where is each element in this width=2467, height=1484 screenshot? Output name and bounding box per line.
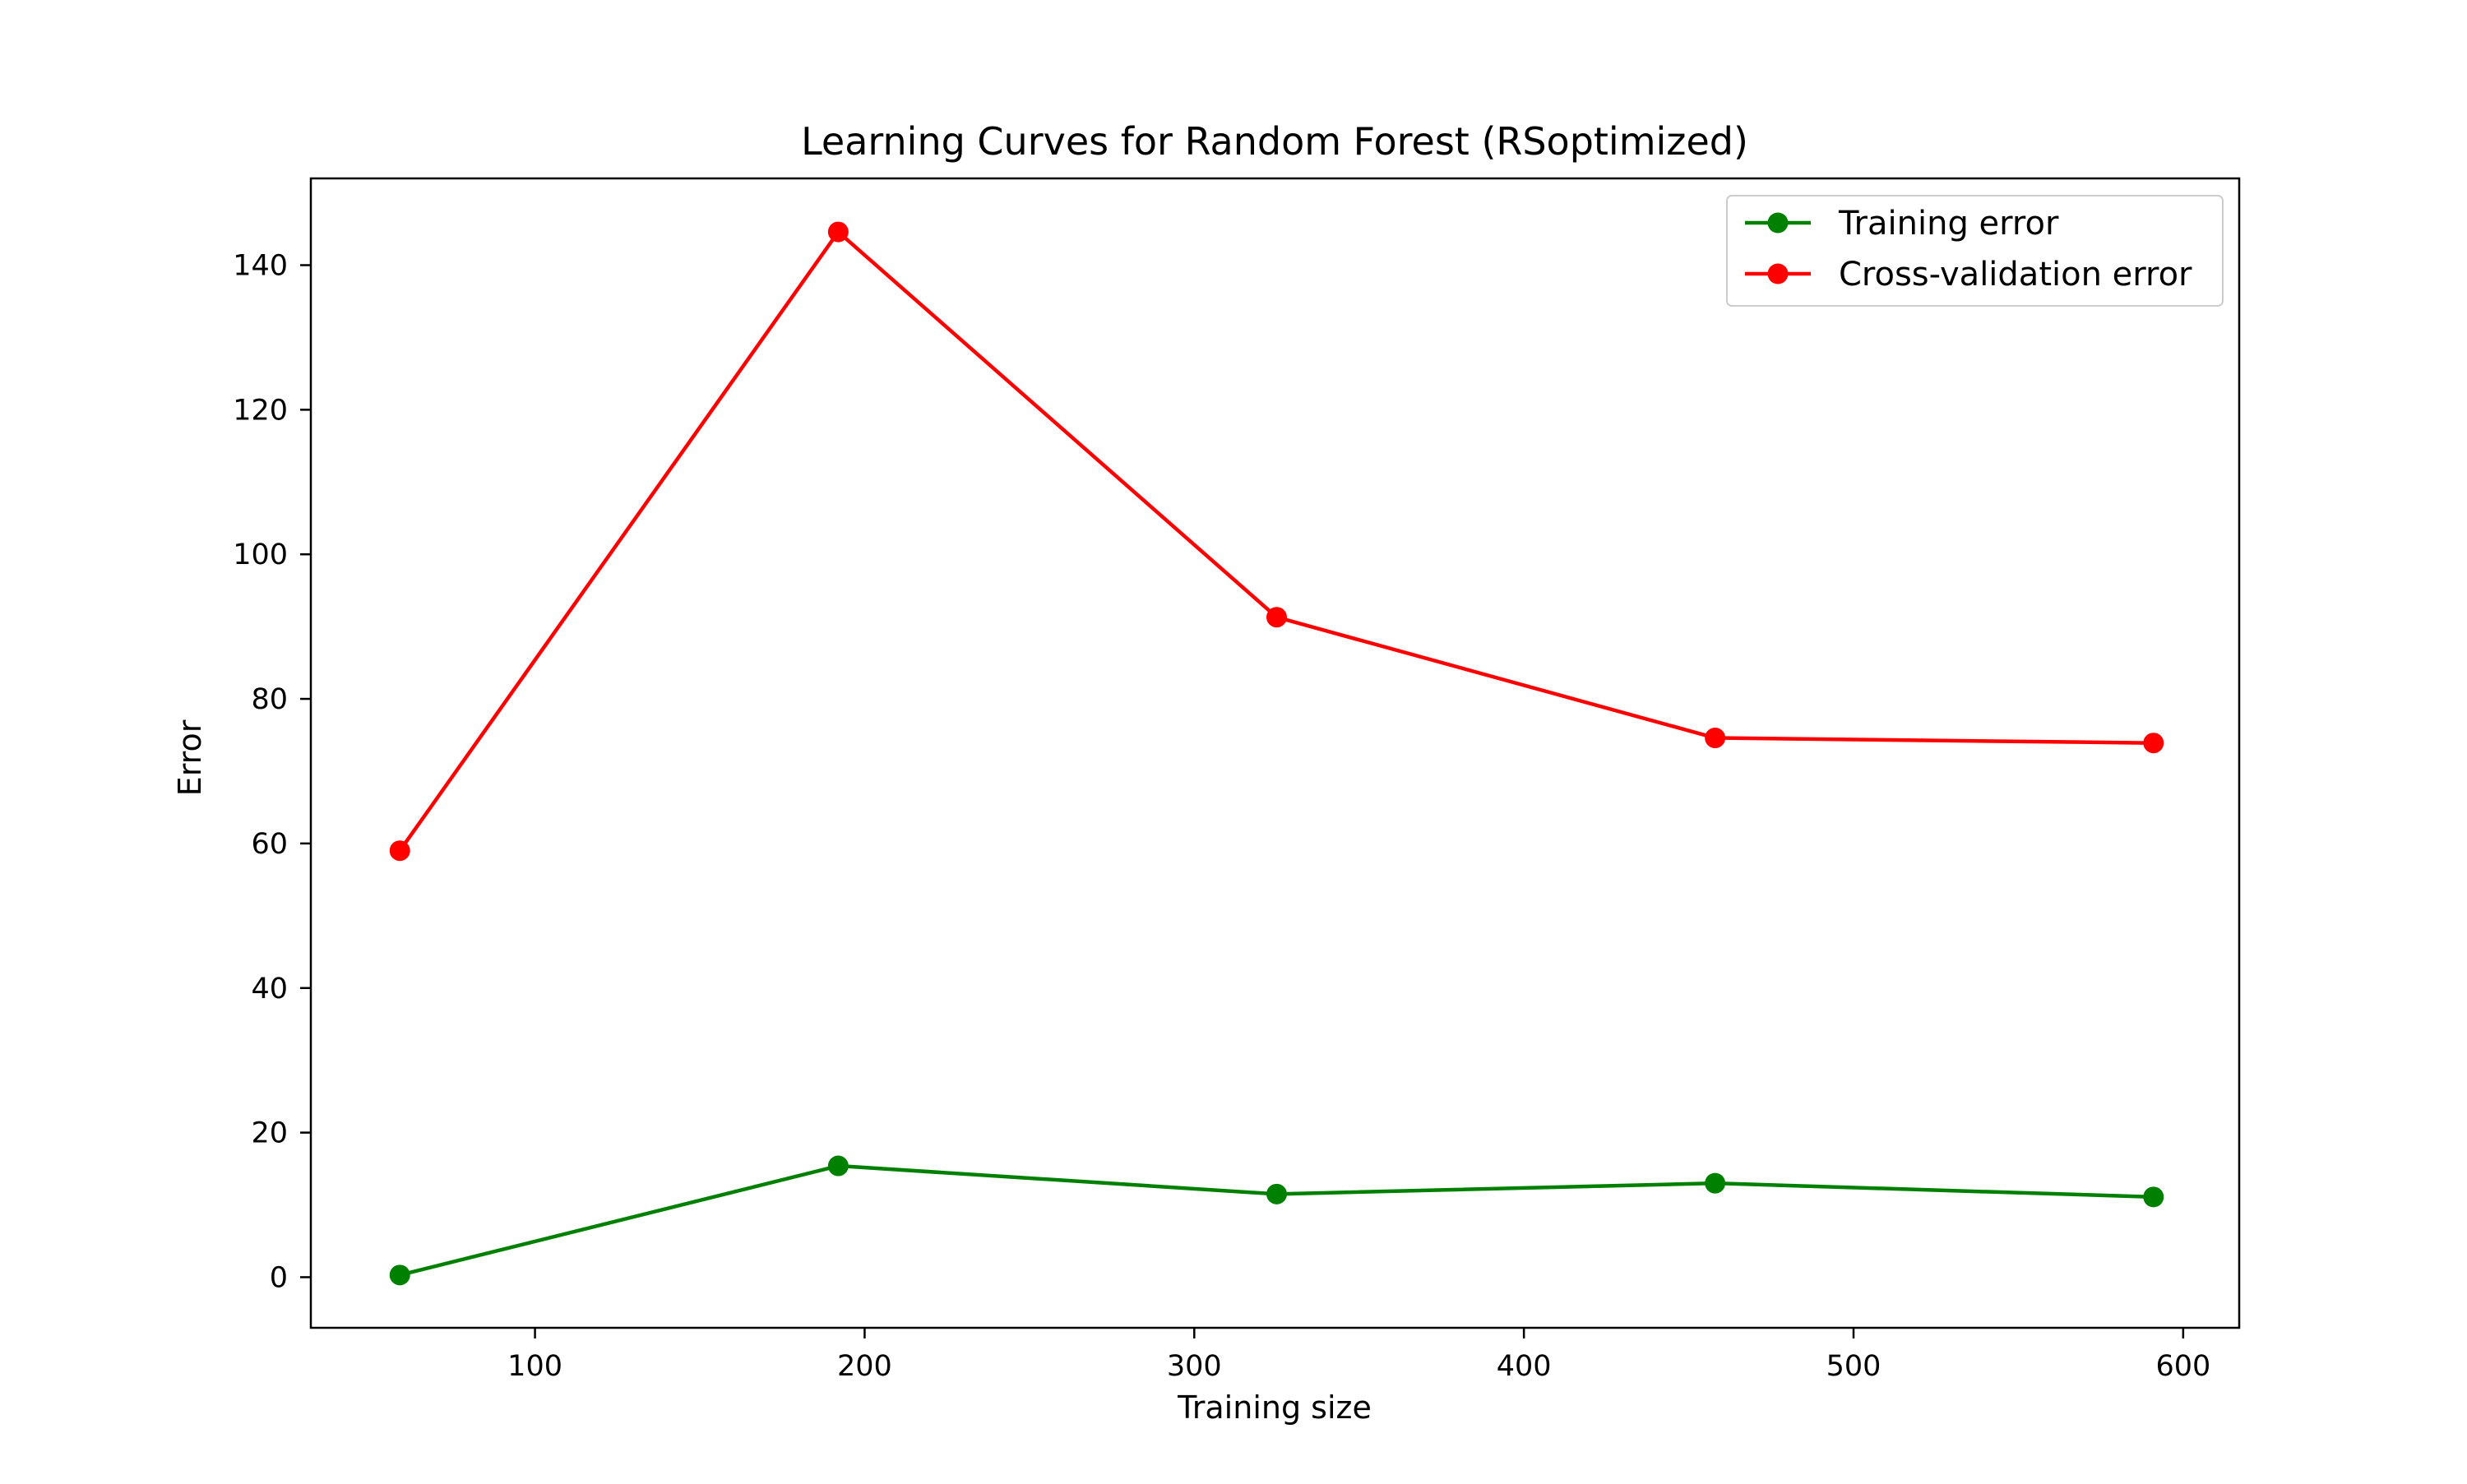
- cross-validation-error-point: [1705, 728, 1726, 749]
- series-layer: [389, 221, 2164, 1286]
- training-error-point: [827, 1155, 849, 1177]
- x-axis-ticks: 100 200 300 400 500 600: [507, 1328, 2210, 1383]
- legend-cross-validation-error-marker: [1767, 263, 1789, 284]
- legend-training-error-label: Training error: [1838, 205, 2059, 243]
- x-tick-label: 400: [1497, 1350, 1552, 1383]
- cross-validation-error-point: [389, 840, 410, 862]
- chart-title: Learning Curves for Random Forest (RSopt…: [801, 119, 1748, 164]
- cross-validation-error-point: [827, 221, 849, 243]
- legend-training-error-marker: [1767, 212, 1789, 233]
- x-tick-label: 600: [2155, 1350, 2210, 1383]
- cross-validation-error-point: [1266, 607, 1288, 628]
- y-axis-ticks: 0 20 40 60 80 100 120 140: [233, 250, 311, 1294]
- training-error-point: [1266, 1183, 1288, 1204]
- x-tick-label: 200: [837, 1350, 892, 1383]
- x-tick-label: 100: [507, 1350, 562, 1383]
- y-tick-label: 120: [233, 394, 288, 427]
- training-error-point: [389, 1264, 410, 1286]
- x-axis-label: Training size: [1177, 1389, 1372, 1426]
- y-tick-label: 0: [270, 1261, 288, 1294]
- y-tick-label: 40: [251, 973, 288, 1006]
- legend-box: [1726, 195, 2224, 307]
- y-tick-label: 80: [251, 683, 288, 716]
- y-axis-label: Error: [172, 719, 208, 796]
- cross-validation-error-point: [2143, 733, 2164, 754]
- legend-entries: Training error Cross-validation error: [1745, 205, 2192, 294]
- y-tick-label: 20: [251, 1117, 288, 1150]
- training-error-point: [2143, 1186, 2164, 1208]
- y-tick-label: 140: [233, 250, 288, 283]
- legend: Training error Cross-validation error: [1726, 195, 2224, 307]
- training-error-point: [1705, 1172, 1726, 1194]
- y-tick-label: 60: [251, 828, 288, 861]
- y-tick-label: 100: [233, 539, 288, 571]
- x-tick-label: 500: [1826, 1350, 1881, 1383]
- plot-area-frame: [309, 177, 2241, 1329]
- legend-cross-validation-error-label: Cross-validation error: [1839, 256, 2192, 294]
- x-tick-label: 300: [1167, 1350, 1222, 1383]
